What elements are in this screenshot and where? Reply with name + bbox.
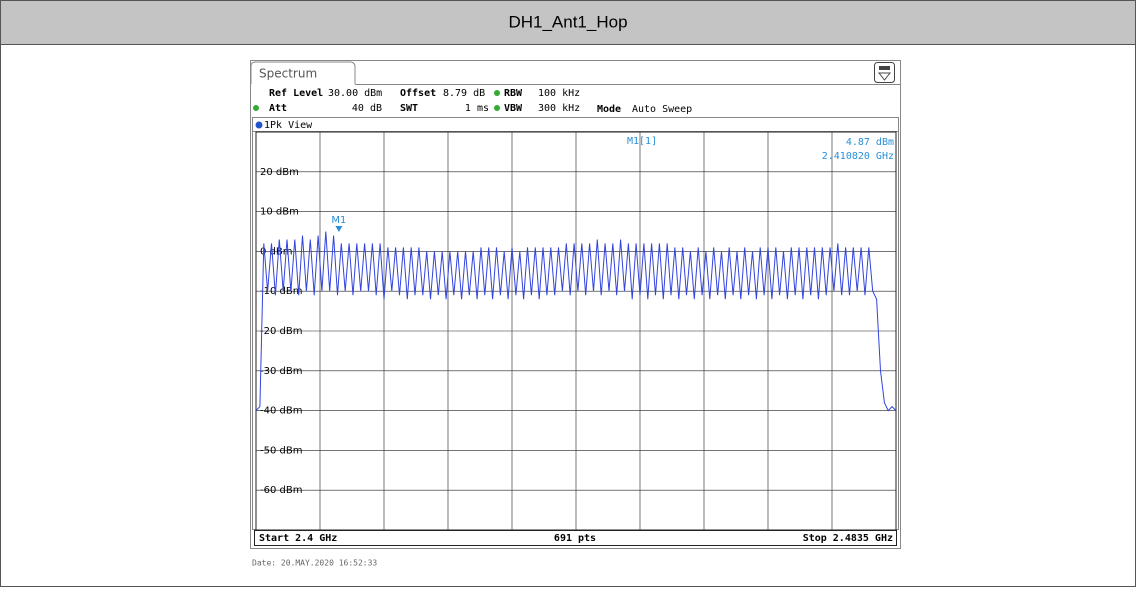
date: Date: 20.MAY.2020 16:52:33 — [252, 559, 377, 568]
setting-name: Mode — [597, 104, 621, 115]
setting-value: 30.00 dBm — [328, 88, 382, 99]
marker-level: 4.87 dBm — [846, 137, 894, 148]
status-dot — [494, 90, 500, 96]
setting-value: 8.79 dB — [443, 88, 485, 99]
status-dot — [253, 105, 259, 111]
icon-bar — [879, 66, 890, 70]
y-tick-label: -40 dBm — [260, 406, 302, 417]
y-tick-label: -50 dBm — [260, 445, 302, 456]
setting-name: Att — [269, 103, 287, 114]
header-bar — [0, 0, 1136, 45]
setting-name: Offset — [400, 88, 436, 99]
y-tick-label: 10 dBm — [260, 207, 299, 218]
tab[interactable] — [250, 61, 356, 84]
marker-label: M1 — [331, 215, 346, 226]
setting-name: VBW — [504, 103, 523, 114]
marker-readout: M1[1] — [627, 136, 657, 147]
setting-value: Auto Sweep — [632, 104, 692, 115]
setting-value: 100 kHz — [538, 88, 580, 99]
points: 691 pts — [554, 533, 596, 544]
setting-value: 300 kHz — [538, 103, 580, 114]
tab-label: Spectrum — [259, 67, 317, 81]
y-tick-label: -20 dBm — [260, 326, 302, 337]
setting-value: 1 ms — [465, 103, 489, 114]
y-tick-label: 0 dBm — [260, 246, 293, 257]
status-dot — [494, 105, 500, 111]
y-tick-label: 20 dBm — [260, 167, 299, 178]
y-tick-label: -10 dBm — [260, 286, 302, 297]
footer-bar — [254, 530, 897, 546]
stop-frequency: Stop 2.4835 GHz — [803, 533, 893, 544]
view-dot — [255, 121, 263, 129]
view-label: 1Pk View — [264, 120, 313, 131]
marker — [335, 226, 343, 233]
plot: 20 dBm 10 dBm 0 dBm -10 dBm -20 dBm -30 dBm -4… — [255, 131, 897, 531]
setting-name: SWT — [400, 103, 418, 114]
title: DH1_Ant1_Hop — [508, 12, 627, 31]
start-frequency: Start 2.4 GHz — [259, 533, 337, 544]
trace — [255, 231, 897, 412]
y-tick-label: -30 dBm — [260, 366, 302, 377]
setting-name: Ref Level — [269, 88, 323, 99]
icon-arrow — [877, 72, 892, 81]
setting-name: RBW — [504, 88, 523, 99]
setting-value: 40 dB — [352, 103, 382, 114]
marker-frequency: 2.410820 GHz — [822, 151, 894, 162]
y-tick-label: -60 dBm — [260, 485, 302, 496]
